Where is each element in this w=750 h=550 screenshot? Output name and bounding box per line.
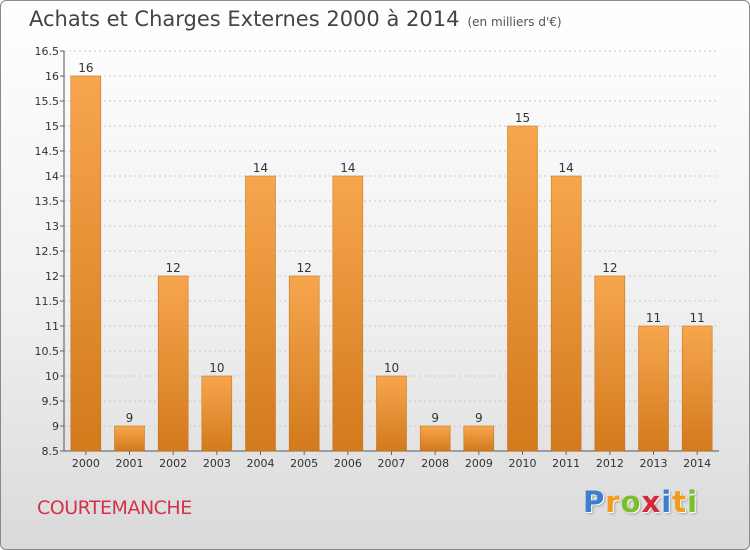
value-label-2008: 9 xyxy=(431,411,439,425)
y-tick-label: 8.5 xyxy=(42,445,60,458)
bar-2014 xyxy=(681,325,713,452)
proxiti-logo: Proxiti xyxy=(583,485,698,519)
value-label-2013: 11 xyxy=(646,311,661,325)
y-tick-label: 15 xyxy=(45,120,59,133)
y-tick-label: 14 xyxy=(45,170,59,183)
bar-2000 xyxy=(70,75,102,452)
value-label-2001: 9 xyxy=(126,411,134,425)
bars xyxy=(70,75,713,452)
bar-2006 xyxy=(332,175,364,452)
x-tick-label-2012: 2012 xyxy=(596,457,624,470)
y-tick-labels: 8.5 9 9.5 10 10.5 11 11.5 12 12.5 13 13.5 14 14.5 15 1… xyxy=(35,45,60,458)
logo-letter: P xyxy=(583,485,606,519)
x-tick-label-2000: 2000 xyxy=(72,457,100,470)
y-tick-label: 12.5 xyxy=(35,245,60,258)
x-tick-label-2003: 2003 xyxy=(203,457,231,470)
logo-letter: i xyxy=(661,485,673,519)
y-tick-label: 13 xyxy=(45,220,59,233)
bar-2004 xyxy=(245,175,276,452)
value-label-2012: 12 xyxy=(602,261,617,275)
x-tick-label-2002: 2002 xyxy=(159,457,187,470)
y-tick-label: 9.5 xyxy=(42,395,60,408)
bar-2002 xyxy=(157,275,189,452)
x-tick-labels: 2000 2001 2002 2003 2004 2005 2006 2007 2008 2009… xyxy=(72,457,711,470)
value-label-2010: 15 xyxy=(515,111,530,125)
value-label-2006: 14 xyxy=(340,161,355,175)
value-label-2007: 10 xyxy=(384,361,399,375)
bar-2003 xyxy=(201,375,233,452)
y-tick-label: 12 xyxy=(45,270,59,283)
bar-2001 xyxy=(114,425,145,452)
x-tick-label-2005: 2005 xyxy=(290,457,318,470)
x-tick-label-2001: 2001 xyxy=(116,457,144,470)
value-label-2004: 14 xyxy=(253,161,268,175)
value-labels: 16 9 12 10 14 12 14 10 9 9 15 14 12 11 11 xyxy=(78,61,705,425)
x-tick-label-2014: 2014 xyxy=(683,457,711,470)
value-label-2002: 12 xyxy=(166,261,181,275)
x-tick-label-2007: 2007 xyxy=(378,457,406,470)
logo-letter: r xyxy=(605,485,621,519)
value-label-2011: 14 xyxy=(559,161,574,175)
bar-2012 xyxy=(594,275,626,452)
y-tick-label: 16 xyxy=(45,70,59,83)
y-tick-label: 13.5 xyxy=(35,195,60,208)
chart-subtitle: (en milliers d'€) xyxy=(467,15,562,29)
bar-2007 xyxy=(376,375,407,452)
y-tick-label: 11 xyxy=(45,320,59,333)
bar-2013 xyxy=(638,325,669,452)
logo-letter: t xyxy=(672,485,688,519)
y-tick-label: 10.5 xyxy=(35,345,60,358)
value-label-2014: 11 xyxy=(690,311,705,325)
bar-2011 xyxy=(550,175,582,452)
x-tick-label-2013: 2013 xyxy=(640,457,668,470)
y-tick-label: 9 xyxy=(52,420,59,433)
x-tick-label-2010: 2010 xyxy=(509,457,537,470)
value-label-2000: 16 xyxy=(78,61,93,75)
x-tick-label-2004: 2004 xyxy=(247,457,275,470)
value-label-2005: 12 xyxy=(297,261,312,275)
logo-letter: x xyxy=(641,485,662,519)
y-tick-label: 11.5 xyxy=(35,295,60,308)
y-tick-label: 14.5 xyxy=(35,145,60,158)
y-tick-label: 15.5 xyxy=(35,95,60,108)
value-label-2009: 9 xyxy=(475,411,483,425)
bar-2010 xyxy=(507,125,538,452)
commune-name: COURTEMANCHE xyxy=(37,497,192,519)
logo-letter: i xyxy=(687,485,699,519)
logo-letter: o xyxy=(620,485,642,519)
chart-title-text: Achats et Charges Externes 2000 à 2014 xyxy=(29,7,460,31)
x-tick-label-2006: 2006 xyxy=(334,457,362,470)
x-tick-label-2011: 2011 xyxy=(552,457,580,470)
y-tick-label: 16.5 xyxy=(35,45,60,58)
bar-2008 xyxy=(419,425,451,452)
chart-title: Achats et Charges Externes 2000 à 2014 (e… xyxy=(29,7,562,31)
bar-2009 xyxy=(463,425,495,452)
value-label-2003: 10 xyxy=(209,361,224,375)
x-tick-label-2008: 2008 xyxy=(421,457,449,470)
x-tick-label-2009: 2009 xyxy=(465,457,493,470)
bar-2005 xyxy=(288,275,320,452)
y-tick-label: 10 xyxy=(45,370,59,383)
